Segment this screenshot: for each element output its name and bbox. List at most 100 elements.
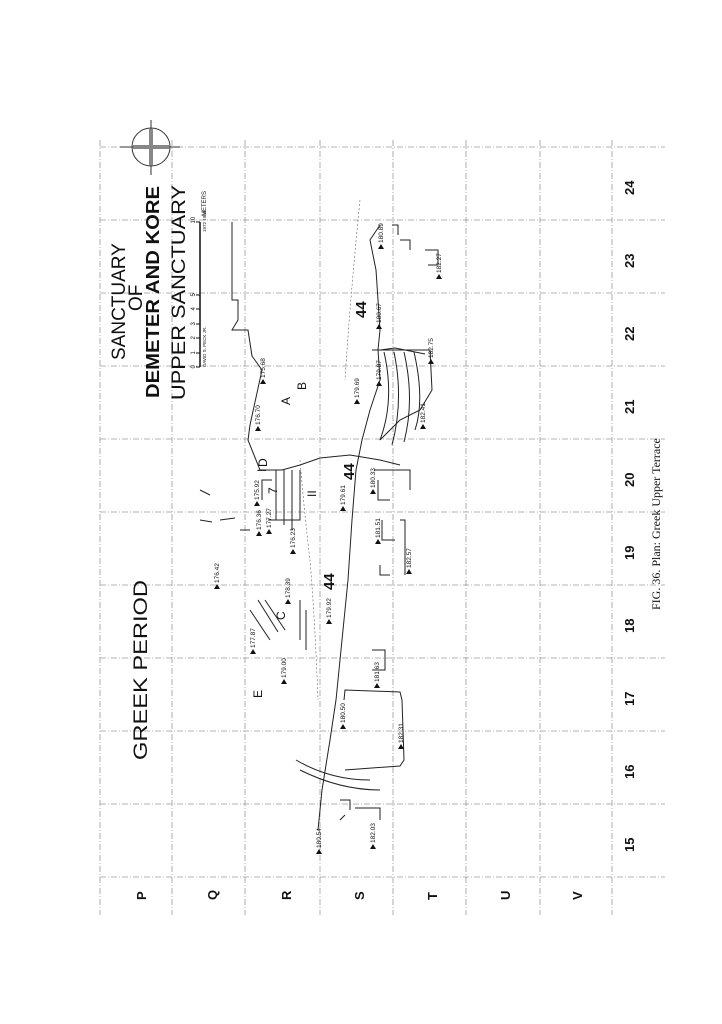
scale-author: DAVID S. PECK JR. <box>202 327 207 367</box>
scale-tick-label: 4 <box>191 307 197 311</box>
elevation-marker-icon <box>266 529 272 534</box>
elevation-label: 182.41 <box>420 403 427 423</box>
elevation-marker-icon <box>256 531 262 536</box>
elevation-label: 180.50 <box>340 703 347 723</box>
row-label: P <box>134 891 149 900</box>
elevation-label: 180.54 <box>316 828 323 848</box>
column-label: 16 <box>622 765 637 779</box>
elevation-marker-icon <box>214 584 220 589</box>
elevation-marker-icon <box>354 399 360 404</box>
row-label: R <box>279 890 294 900</box>
elevation-marker-icon <box>255 426 261 431</box>
elevation-label: 177.87 <box>250 628 257 648</box>
scale-unit: METERS <box>202 191 208 216</box>
elevation-marker-icon <box>316 849 322 854</box>
elevation-marker-icon <box>420 424 426 429</box>
row-label: U <box>498 891 513 900</box>
elevation-marker-icon <box>260 379 266 384</box>
elevation-label: 182.27 <box>436 253 443 273</box>
row-label: S <box>352 891 367 900</box>
elevation-label: 177.27 <box>266 508 273 528</box>
elevation-marker-icon <box>370 844 376 849</box>
area-label: B <box>295 382 309 390</box>
elevation-label: 181.63 <box>374 662 381 682</box>
elevation-marker-icon <box>250 649 256 654</box>
elevation-marker-icon <box>340 506 346 511</box>
area-label: E <box>251 690 265 698</box>
scale-tick-label: 2 <box>191 336 197 340</box>
elevation-label: 179.87 <box>376 360 383 380</box>
elevation-label: 179.61 <box>340 485 347 505</box>
column-label: 23 <box>622 254 637 268</box>
column-label: 17 <box>622 692 637 706</box>
scale-tick-label: 0 <box>191 365 197 369</box>
elevation-marker-icon <box>375 539 381 544</box>
column-label: 22 <box>622 327 637 341</box>
column-label: 19 <box>622 546 637 560</box>
title-demeter-kore: DEMETER AND KORE <box>143 186 163 398</box>
column-label: 24 <box>622 180 637 195</box>
elevation-marker-icon <box>290 549 296 554</box>
period-label: GREEK PERIOD <box>131 580 152 760</box>
title-of: OF <box>126 285 147 311</box>
elevation-label: 182.31 <box>398 723 405 743</box>
title-upper-sanctuary: UPPER SANCTUARY <box>169 185 190 400</box>
elevation-label: 176.70 <box>255 405 262 425</box>
scale-tick-label: 5 <box>191 293 197 297</box>
feature-number: 44 <box>321 573 338 590</box>
grid <box>99 140 665 915</box>
elevation-marker-icon <box>374 683 380 688</box>
figure-caption: FIG. 36. Plan: Greek Upper Terrace <box>649 438 663 610</box>
elevation-marker-icon <box>376 324 382 329</box>
area-label: D <box>256 458 270 467</box>
elevation-marker-icon <box>428 359 434 364</box>
elevation-label: 176.23 <box>290 528 297 548</box>
elevation-label: 176.36 <box>256 510 263 530</box>
elevation-label: 180.33 <box>370 468 377 488</box>
elevation-label: 180.89 <box>378 223 385 243</box>
elevation-label: 181.51 <box>375 518 382 538</box>
elevation-label: 175.68 <box>260 358 267 378</box>
elevation-marker-icon <box>398 744 404 749</box>
elevation-marker-icon <box>376 381 382 386</box>
elevation-label: 179.69 <box>354 378 361 398</box>
elevation-label: 179.00 <box>281 658 288 678</box>
area-label: 7 <box>266 487 280 494</box>
feature-number: 44 <box>341 463 358 480</box>
elevation-marker-icon <box>370 489 376 494</box>
area-label: A <box>279 397 293 405</box>
area-label: II <box>305 490 319 497</box>
elevation-marker-icon <box>340 724 346 729</box>
elevation-label: 176.42 <box>214 563 221 583</box>
elevation-marker-icon <box>406 569 412 574</box>
elevation-label: 182.75 <box>428 338 435 358</box>
elevation-label: 182.03 <box>370 823 377 843</box>
column-label: 21 <box>622 400 637 414</box>
elevation-label: 180.67 <box>376 303 383 323</box>
plan-walls <box>199 199 439 831</box>
scale-tick-label: 1 <box>191 351 197 355</box>
north-crosshair-icon <box>120 120 180 175</box>
elevation-marker-icon <box>285 599 291 604</box>
scale-years: 1972 1986 <box>202 210 207 232</box>
scale-bar: 0 1 2 3 4 5 10 METERS DAVID S. PECK JR. 1972 19… <box>191 191 208 369</box>
row-label: Q <box>205 890 220 900</box>
column-label: 18 <box>622 619 637 633</box>
elevation-label: 182.57 <box>406 548 413 568</box>
area-label: C <box>274 611 288 620</box>
area-label: I <box>255 469 269 472</box>
feature-number: 44 <box>353 301 370 318</box>
row-label: V <box>570 891 585 900</box>
column-label: 15 <box>622 838 637 852</box>
elevation-label: 178.39 <box>285 578 292 598</box>
elevation-marker-icon <box>436 274 442 279</box>
elevation-label: 175.92 <box>254 480 261 500</box>
column-label: 20 <box>622 473 637 487</box>
row-label: T <box>425 892 440 900</box>
elevation-marker-icon <box>378 244 384 249</box>
elevation-marker-icon <box>281 679 287 684</box>
elevation-marker-icon <box>326 619 332 624</box>
elevation-marker-icon <box>254 501 260 506</box>
elevation-label: 179.92 <box>326 598 333 618</box>
